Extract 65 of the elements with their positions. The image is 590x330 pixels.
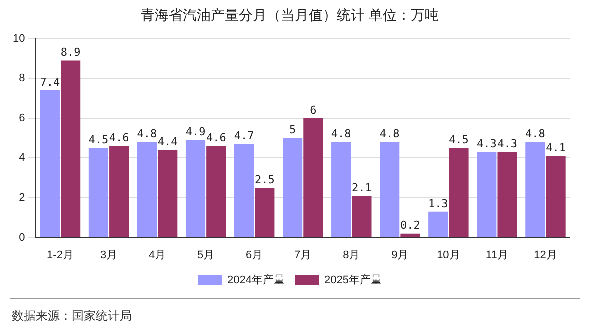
y-tick-label: 10: [12, 32, 26, 45]
data-label: 4.6: [206, 132, 226, 145]
y-tick-label: 6: [19, 112, 26, 124]
data-label: 4.8: [525, 128, 546, 141]
data-label: 4.6: [109, 132, 130, 145]
x-tick-label: 6月: [246, 249, 264, 262]
legend-label: 2025年产量: [324, 274, 382, 287]
y-tick-label: 2: [19, 192, 26, 204]
y-tick-label: 8: [19, 72, 26, 85]
bar: [234, 144, 254, 238]
x-tick-label: 5月: [198, 249, 215, 262]
y-tick-label: 4: [19, 152, 26, 164]
data-label: 4.3: [498, 138, 518, 151]
bar: [304, 118, 324, 238]
bar: [449, 148, 469, 238]
data-label: 4.5: [88, 134, 109, 147]
bar: [332, 142, 352, 238]
bar: [158, 150, 178, 238]
data-label: 8.9: [60, 46, 81, 60]
legend-label: 2024年产量: [228, 274, 286, 287]
data-label: 4.8: [380, 128, 400, 141]
data-label: 0.2: [400, 219, 420, 232]
bar: [88, 148, 109, 238]
x-tick-label: 9月: [392, 249, 409, 262]
data-label: 7.4: [40, 76, 60, 89]
bar: [477, 152, 497, 238]
bar: [255, 188, 275, 238]
bar: [400, 234, 420, 238]
data-label: 2.1: [352, 181, 372, 194]
x-tick-label: 3月: [100, 249, 118, 262]
data-label: 4.1: [546, 142, 566, 155]
data-label: 1.3: [428, 197, 448, 210]
data-label: 4.8: [137, 128, 158, 141]
x-tick-label: 8月: [343, 249, 360, 262]
x-tick-label: 10月: [437, 249, 460, 262]
bar: [61, 60, 81, 238]
data-label: 4.4: [158, 136, 178, 149]
bar: [110, 146, 130, 238]
x-tick-label: 11月: [486, 249, 508, 262]
data-label: 4.3: [476, 138, 497, 151]
data-label: 5: [289, 124, 296, 137]
x-tick-label: 7月: [294, 249, 312, 262]
bar: [40, 90, 60, 238]
bar: [352, 196, 372, 238]
bar: [546, 156, 566, 238]
bar: [186, 140, 206, 238]
x-tick-label: 12月: [534, 249, 558, 262]
bar: [428, 212, 448, 238]
data-label: 4.9: [186, 126, 206, 139]
bar: [206, 146, 226, 238]
bar: [498, 152, 518, 238]
data-label: 4.8: [331, 128, 352, 141]
data-label: 2.5: [254, 173, 275, 186]
bar: [283, 138, 303, 238]
x-tick-label: 4月: [148, 249, 166, 262]
x-tick-label: 1-2月: [47, 249, 74, 262]
bar: [526, 142, 546, 238]
data-label: 6: [310, 104, 317, 117]
data-label: 4.7: [234, 130, 254, 143]
y-tick-label: 0: [19, 232, 26, 244]
bar: [380, 142, 400, 238]
bar: [137, 142, 158, 238]
chart-title: 青海省汽油产量分月（当月值）统计 单位：万吨: [140, 8, 440, 24]
source-note: 数据来源：国家统计局: [12, 308, 132, 325]
data-label: 4.5: [449, 134, 469, 147]
